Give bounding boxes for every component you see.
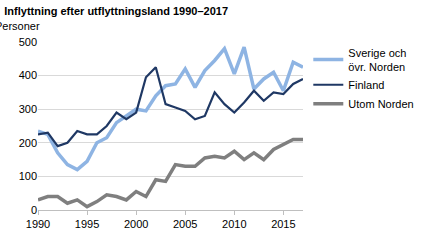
svg-text:Utom Norden: Utom Norden <box>348 98 413 110</box>
svg-text:2010: 2010 <box>222 218 246 230</box>
svg-text:2000: 2000 <box>124 218 148 230</box>
svg-text:0: 0 <box>31 204 37 216</box>
svg-text:1995: 1995 <box>75 218 99 230</box>
svg-text:300: 300 <box>19 103 37 115</box>
svg-text:Finland: Finland <box>348 79 384 91</box>
svg-text:100: 100 <box>19 170 37 182</box>
svg-text:400: 400 <box>19 69 37 81</box>
svg-text:Sverige ochövr. Norden: Sverige ochövr. Norden <box>348 47 406 73</box>
svg-text:Inflyttning efter utflyttnings: Inflyttning efter utflyttningsland 1990–… <box>4 5 228 17</box>
svg-text:500: 500 <box>19 36 37 48</box>
svg-text:1990: 1990 <box>26 218 50 230</box>
svg-text:Personer: Personer <box>0 20 40 32</box>
svg-text:2015: 2015 <box>271 218 295 230</box>
svg-text:2005: 2005 <box>173 218 197 230</box>
svg-text:200: 200 <box>19 137 37 149</box>
